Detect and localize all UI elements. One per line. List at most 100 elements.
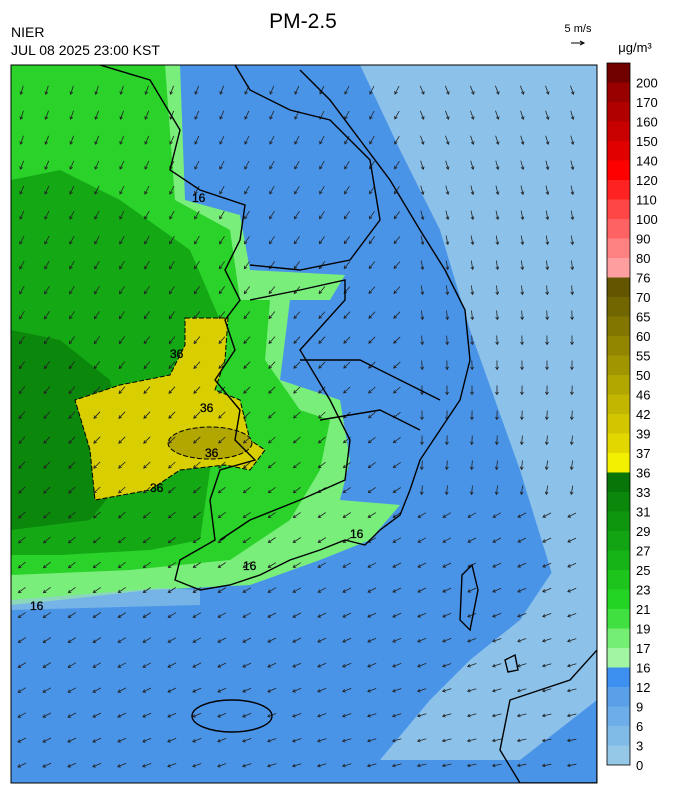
wind-arrow	[169, 210, 175, 220]
wind-arrow	[470, 310, 475, 321]
wind-arrow	[218, 361, 226, 369]
wind-arrow	[217, 687, 227, 693]
wind-arrow	[318, 286, 326, 295]
wind-arrow	[369, 186, 375, 195]
wind-arrow	[566, 738, 577, 743]
wind-arrow	[218, 311, 226, 320]
wind-arrow	[495, 335, 500, 346]
wind-arrow	[517, 638, 527, 643]
wind-arrow	[68, 461, 76, 469]
wind-arrow	[167, 612, 177, 618]
wind-arrow	[567, 587, 577, 593]
wind-arrow	[495, 385, 499, 396]
wind-arrow	[293, 361, 301, 369]
wind-arrow	[192, 712, 202, 718]
wind-arrow	[194, 210, 200, 220]
wind-arrow	[244, 236, 250, 245]
wind-arrow	[445, 310, 450, 321]
wind-arrow	[94, 235, 100, 245]
wind-arrow	[92, 587, 101, 594]
colorbar-segment	[607, 316, 630, 336]
colorbar-segment	[607, 453, 630, 473]
wind-arrow	[92, 536, 101, 544]
wind-arrow	[93, 311, 100, 320]
wind-arrow	[420, 260, 425, 271]
wind-arrow	[294, 185, 300, 195]
wind-arrow	[367, 461, 376, 469]
colorbar-label: 31	[636, 505, 650, 520]
contour-label: 36	[170, 347, 184, 361]
wind-arrow	[566, 663, 577, 668]
wind-arrow	[420, 310, 425, 321]
wind-arrow	[192, 763, 202, 768]
colorbar-segment	[607, 531, 630, 551]
wind-arrow	[344, 85, 350, 95]
colorbar-label: 170	[636, 95, 658, 110]
wind-arrow	[244, 135, 250, 145]
wind-arrow	[218, 336, 226, 344]
wind-arrow	[542, 562, 552, 568]
wind-arrow	[194, 261, 200, 270]
wind-arrow	[142, 587, 151, 593]
wind-arrow	[69, 260, 75, 270]
wind-arrow	[470, 210, 475, 221]
wind-arrow	[42, 561, 51, 569]
datetime: JUL 08 2025 23:00 KST	[11, 42, 160, 58]
colorbar-label: 150	[636, 134, 658, 149]
wind-arrow	[416, 738, 427, 743]
wind-arrow	[143, 336, 151, 345]
wind-arrow	[242, 662, 252, 668]
wind-arrow	[43, 386, 51, 395]
wind-arrow	[243, 461, 251, 469]
wind-arrow	[244, 210, 250, 220]
wind-arrow	[44, 260, 50, 270]
colorbar-frame	[606, 62, 631, 766]
wind-arrow	[44, 110, 49, 121]
wind-arrow	[117, 637, 127, 643]
wind-arrow	[242, 738, 252, 743]
wind-arrow	[18, 361, 26, 370]
wind-arrow	[419, 460, 424, 471]
wind-arrow	[44, 85, 49, 96]
wind-arrow	[541, 713, 552, 718]
wind-arrow	[494, 460, 499, 471]
contour-label: 16	[243, 559, 257, 573]
wind-arrow	[117, 587, 126, 594]
wind-arrow	[569, 435, 574, 446]
wind-arrow	[42, 687, 52, 693]
wind-arrow	[142, 712, 152, 718]
contour-label: 16	[350, 527, 364, 541]
wind-arrow	[242, 562, 252, 568]
wind-arrow	[43, 461, 51, 469]
wind-arrow	[44, 135, 49, 145]
colorbar-segment	[607, 609, 630, 629]
wind-arrow	[495, 260, 500, 271]
wind-arrow	[143, 436, 151, 444]
wind-arrow	[541, 663, 552, 668]
wind-arrow	[293, 436, 301, 444]
wind-arrow	[444, 485, 449, 496]
wind-arrow	[491, 738, 502, 743]
wind-arrow	[293, 336, 301, 344]
wind-arrow	[495, 285, 500, 296]
wind-arrow	[19, 110, 24, 121]
wind-arrow	[217, 763, 227, 768]
wind-arrow	[93, 461, 101, 469]
wind-arrow	[545, 310, 550, 321]
colorbar-label: 29	[636, 524, 650, 539]
wind-arrow	[142, 662, 152, 668]
wind-arrow	[567, 537, 577, 543]
wind-arrow	[445, 110, 450, 120]
agency: NIER	[11, 24, 44, 40]
wind-arrow	[293, 311, 301, 319]
wind-arrow	[69, 110, 74, 120]
wind-arrow	[342, 688, 352, 693]
colorbar-segment	[607, 336, 630, 356]
wind-arrow	[367, 612, 377, 618]
wind-arrow	[242, 587, 252, 593]
wind-arrow	[417, 663, 427, 668]
wind-arrow	[119, 110, 124, 120]
wind-arrow	[392, 537, 402, 543]
wind-arrow	[569, 460, 574, 471]
